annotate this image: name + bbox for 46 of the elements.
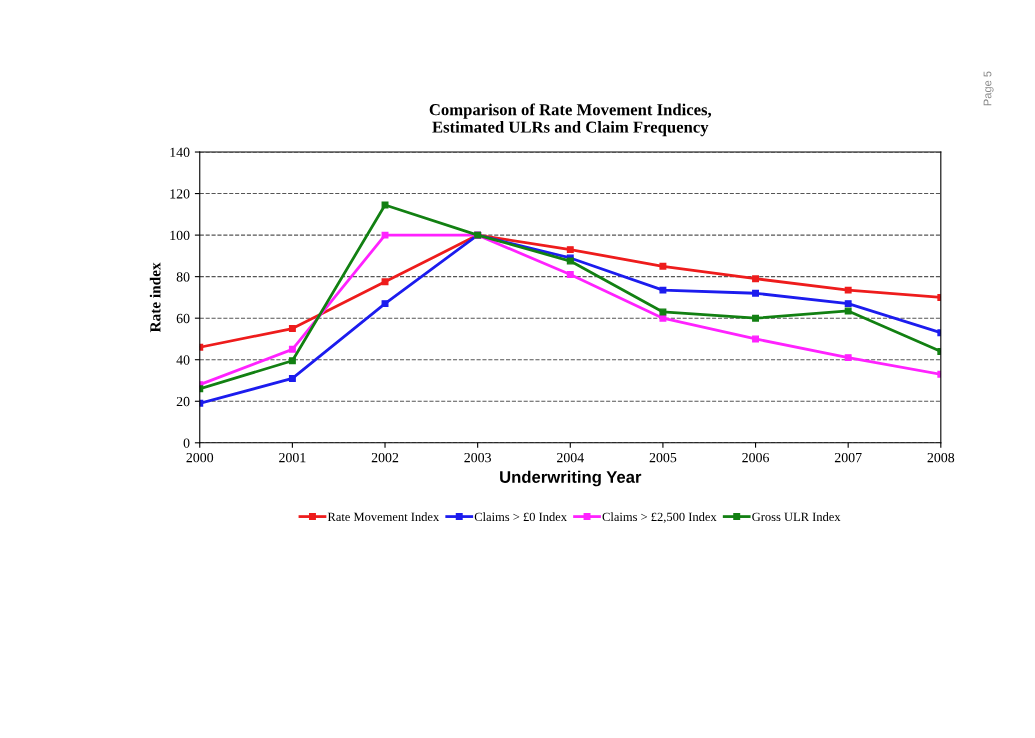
point xyxy=(288,345,296,353)
x-tick-label: 2004 xyxy=(557,452,584,463)
point xyxy=(752,314,760,322)
x-tick-label: 2000 xyxy=(186,452,214,463)
y-tick-label: 20 xyxy=(176,396,190,407)
chart-title: Comparison of Rate Movement Indices, Estimated ULRs and Claim Frequency xyxy=(429,103,712,137)
point xyxy=(752,275,760,283)
point xyxy=(288,325,296,333)
point xyxy=(659,314,667,322)
point xyxy=(288,357,296,365)
point xyxy=(752,289,760,297)
text: Page 5 xyxy=(983,71,994,106)
y-tick-label: 40 xyxy=(176,355,190,365)
point xyxy=(659,262,667,270)
point xyxy=(659,308,667,316)
point xyxy=(752,335,760,343)
point xyxy=(566,271,574,279)
point xyxy=(659,286,667,294)
x-tick-label: 2003 xyxy=(464,452,491,463)
point xyxy=(844,286,852,294)
point xyxy=(381,300,389,308)
legend-label: Rate Movement Index xyxy=(327,512,440,522)
y-tick-label: 120 xyxy=(170,189,190,199)
point xyxy=(288,374,296,382)
x-tick-label: 2008 xyxy=(927,452,955,463)
x-axis-title: Underwriting Year xyxy=(500,470,642,487)
point xyxy=(844,307,852,315)
x-tick-label: 2002 xyxy=(371,452,399,463)
y-tick-label: 80 xyxy=(176,272,190,282)
x-tick-label: 2005 xyxy=(649,452,677,463)
legend-label: Claims > £0 Index xyxy=(474,512,567,522)
x-tick-label: 2006 xyxy=(742,452,770,463)
point xyxy=(381,278,389,286)
y-tick-label: 100 xyxy=(170,230,190,241)
y-tick-label: 0 xyxy=(183,438,190,448)
y-tick-label: 140 xyxy=(170,147,190,157)
point xyxy=(566,246,574,254)
x-tick-label: 2007 xyxy=(834,452,862,463)
y-tick-label: 60 xyxy=(176,313,190,324)
x-tick-label: 2001 xyxy=(279,452,306,463)
point xyxy=(381,231,389,239)
legend-label: Gross ULR Index xyxy=(752,512,841,522)
point xyxy=(844,300,852,308)
y-axis-title: Rate index xyxy=(149,262,161,333)
legend-label: Claims > £2,500 Index xyxy=(602,512,717,523)
point xyxy=(844,354,852,362)
